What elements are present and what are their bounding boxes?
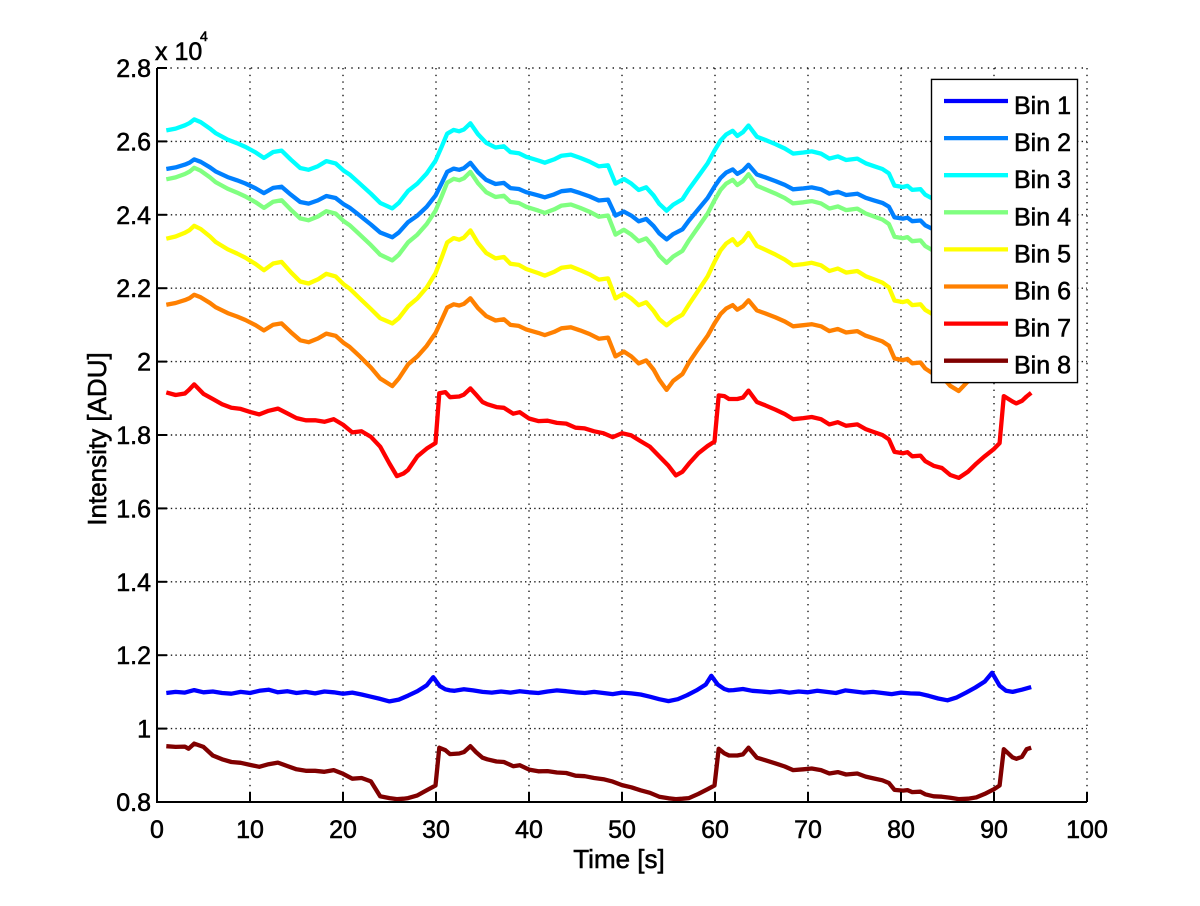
svg-text:100: 100 [1066, 816, 1108, 844]
svg-text:Bin 3: Bin 3 [1014, 166, 1071, 194]
svg-text:90: 90 [980, 816, 1008, 844]
svg-text:20: 20 [329, 816, 357, 844]
svg-text:2.8: 2.8 [116, 55, 151, 83]
svg-text:4: 4 [200, 28, 208, 44]
svg-text:10: 10 [236, 816, 264, 844]
svg-text:50: 50 [608, 816, 636, 844]
svg-text:80: 80 [887, 816, 915, 844]
svg-text:Bin 6: Bin 6 [1014, 278, 1071, 306]
svg-text:1.4: 1.4 [116, 569, 151, 597]
svg-text:1.2: 1.2 [116, 642, 151, 670]
svg-text:60: 60 [701, 816, 729, 844]
svg-text:Bin 2: Bin 2 [1014, 129, 1071, 157]
svg-text:1: 1 [137, 716, 151, 744]
svg-text:1.8: 1.8 [116, 422, 151, 450]
svg-text:30: 30 [422, 816, 450, 844]
svg-text:Bin 8: Bin 8 [1014, 352, 1071, 380]
svg-text:1.6: 1.6 [116, 495, 151, 523]
svg-text:2.6: 2.6 [116, 128, 151, 156]
svg-text:Bin 1: Bin 1 [1014, 92, 1071, 120]
svg-text:2: 2 [137, 349, 151, 377]
svg-text:0: 0 [150, 816, 164, 844]
svg-text:70: 70 [794, 816, 822, 844]
svg-text:2.2: 2.2 [116, 275, 151, 303]
svg-text:Bin 7: Bin 7 [1014, 315, 1071, 343]
svg-text:40: 40 [515, 816, 543, 844]
svg-text:x 10: x 10 [155, 38, 202, 66]
svg-text:Bin 4: Bin 4 [1014, 203, 1071, 231]
svg-text:0.8: 0.8 [116, 789, 151, 817]
svg-text:Time [s]: Time [s] [573, 844, 664, 874]
svg-text:2.4: 2.4 [116, 202, 151, 230]
svg-text:Intensity [ADU]: Intensity [ADU] [82, 352, 112, 525]
svg-text:Bin 5: Bin 5 [1014, 240, 1071, 268]
